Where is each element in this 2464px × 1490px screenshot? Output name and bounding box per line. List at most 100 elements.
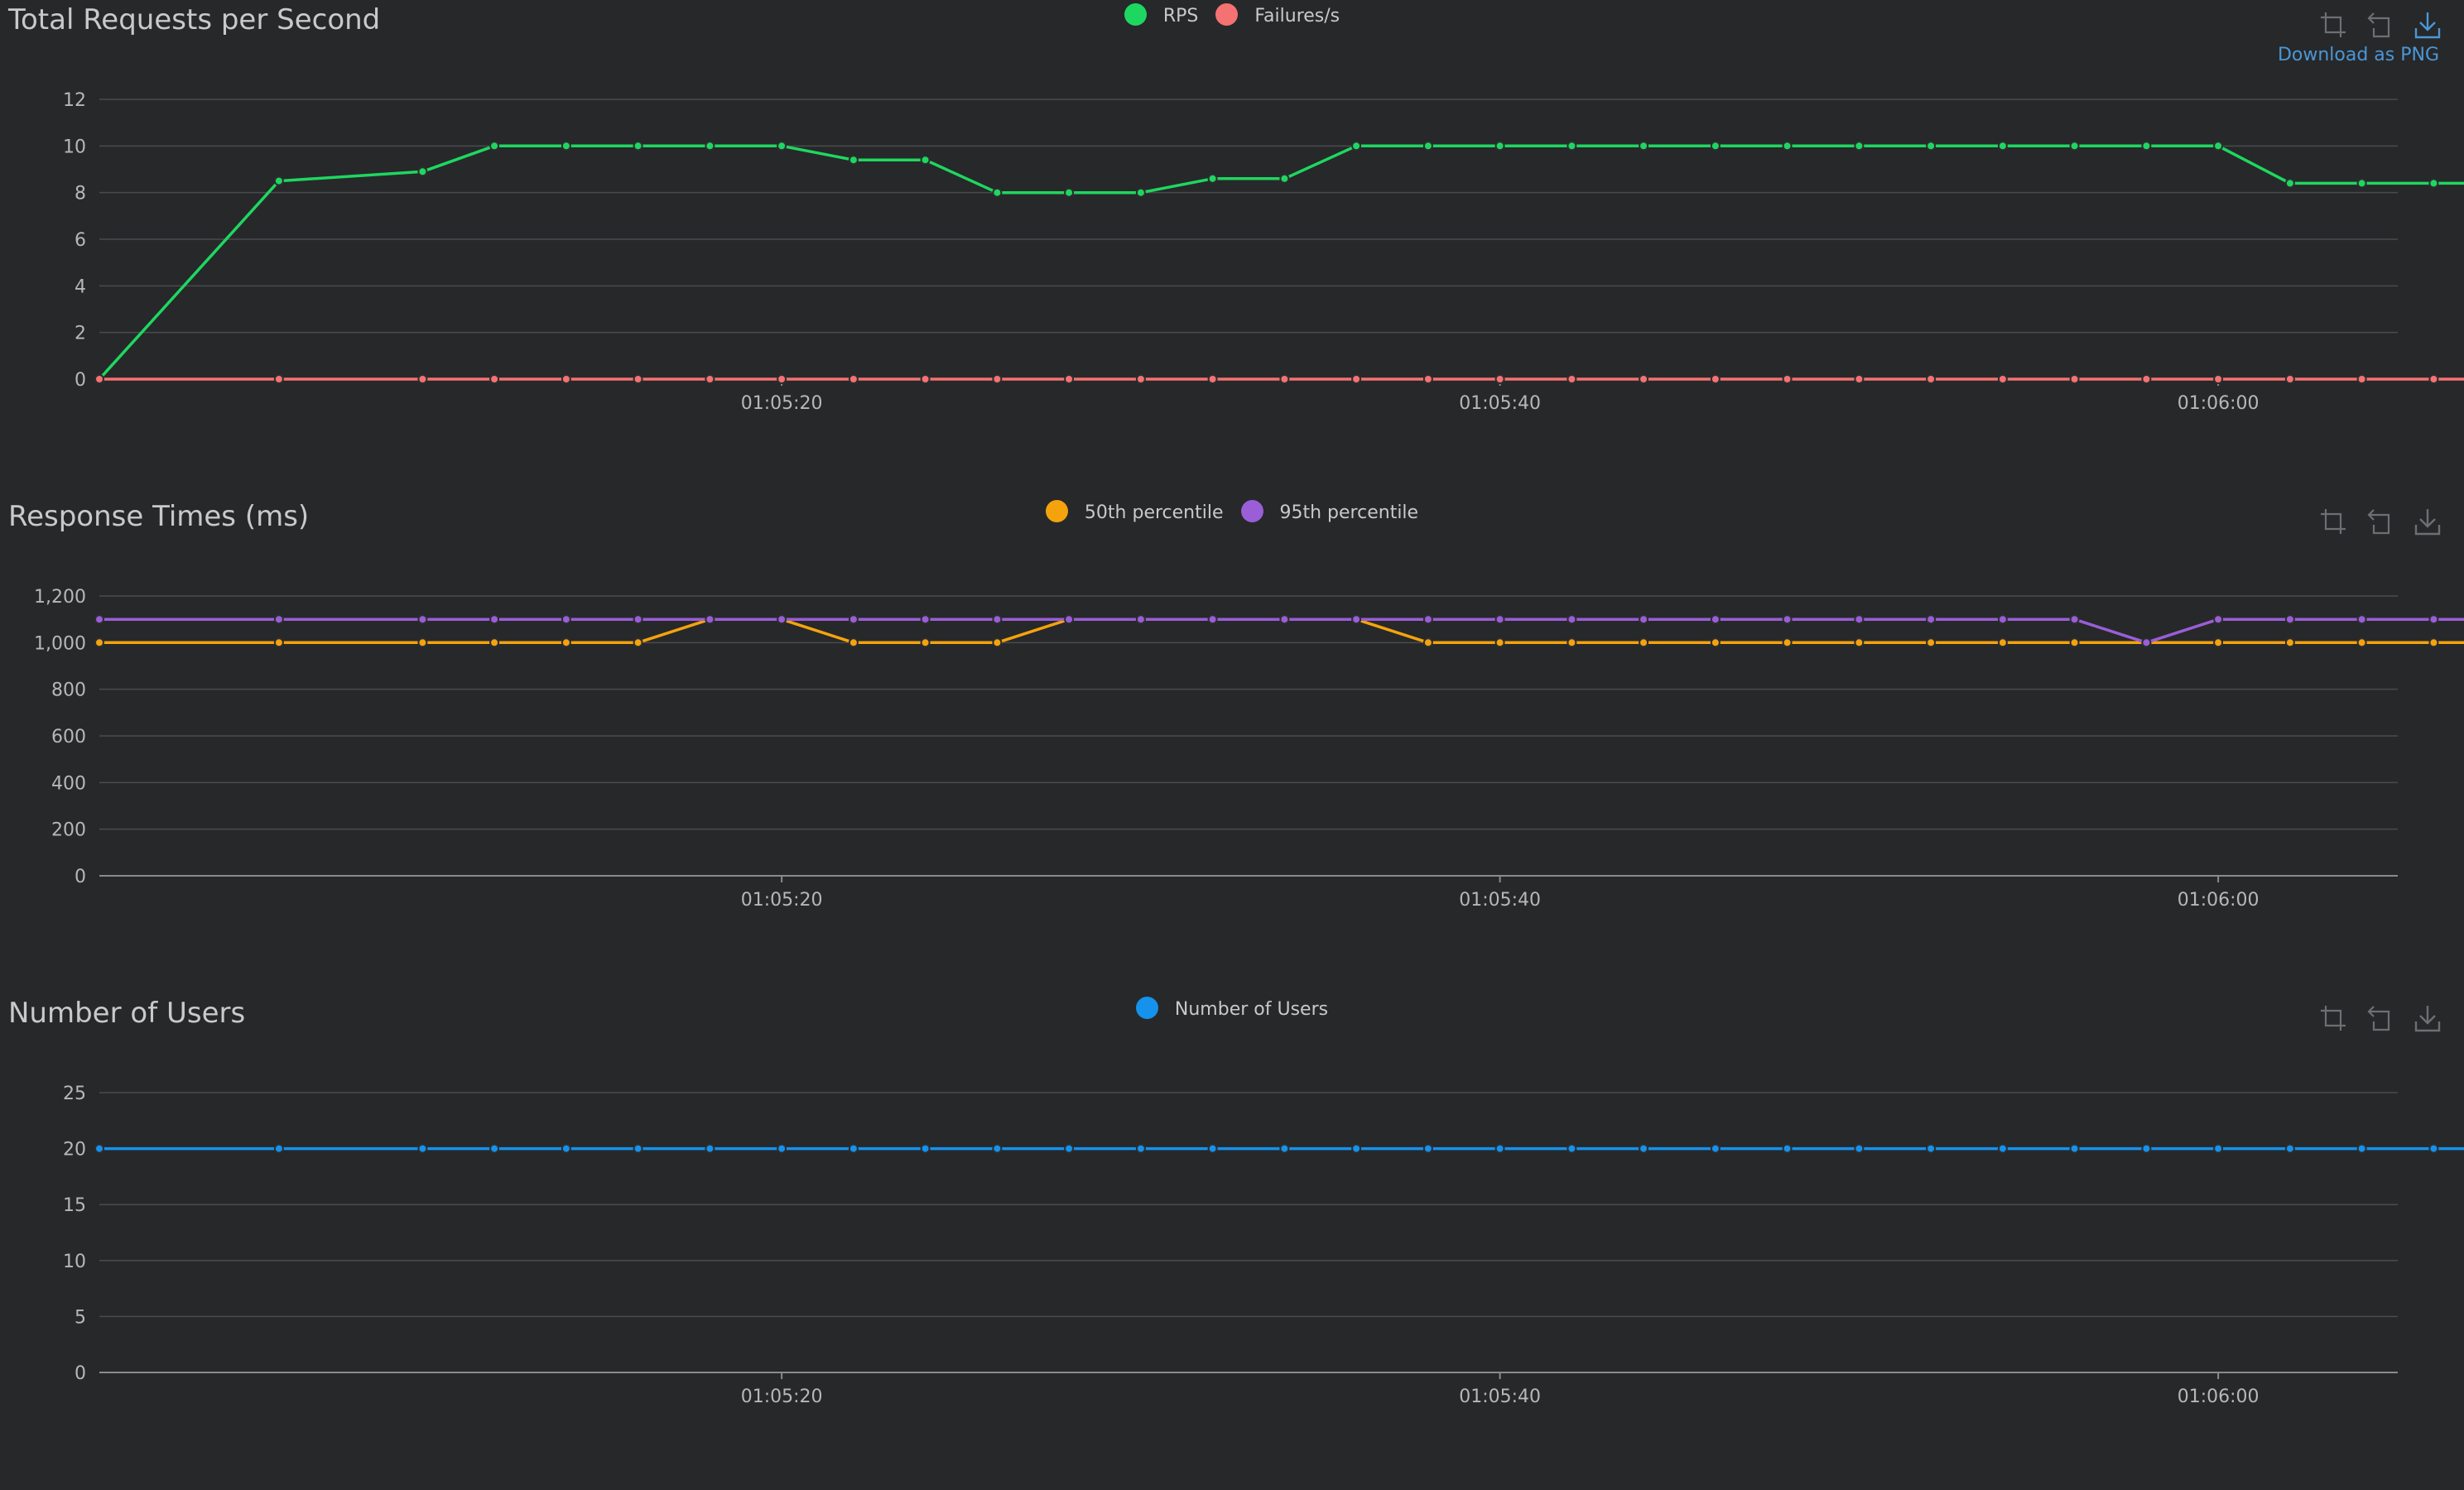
data-point [1926, 614, 1937, 625]
data-point [1064, 614, 1075, 625]
data-point [920, 155, 931, 166]
data-point [1135, 374, 1146, 384]
data-point [1422, 637, 1433, 648]
data-point [417, 374, 428, 384]
data-point [848, 374, 859, 384]
y-tick-label: 10 [63, 137, 86, 157]
data-point [848, 155, 859, 166]
zoom-icon[interactable] [2318, 1003, 2348, 1033]
data-point [777, 374, 787, 384]
data-point [992, 614, 1003, 625]
legend-item-p50[interactable]: 50th percentile [1045, 500, 1224, 523]
data-point [920, 614, 931, 625]
zoom-reset-icon[interactable] [2365, 507, 2395, 536]
download-icon[interactable] [2413, 507, 2442, 536]
data-point [1710, 141, 1720, 151]
data-point [273, 637, 284, 648]
y-tick-label: 12 [63, 90, 86, 111]
legend-item-users[interactable]: Number of Users [1135, 997, 1328, 1020]
data-point [94, 637, 104, 648]
legend-item-failures[interactable]: Failures/s [1215, 3, 1340, 26]
y-tick-label: 1,200 [34, 587, 86, 608]
y-tick-label: 400 [51, 773, 86, 794]
data-point [2428, 637, 2439, 648]
zoom-icon[interactable] [2318, 507, 2348, 536]
data-point [1279, 374, 1290, 384]
data-point [1997, 141, 2008, 151]
data-point [94, 374, 104, 384]
data-point [633, 637, 643, 648]
zoom-reset-icon[interactable] [2365, 1003, 2395, 1033]
data-point [1422, 141, 1433, 151]
y-tick-label: 20 [63, 1140, 86, 1161]
legend-item-rps[interactable]: RPS [1124, 3, 1199, 26]
chart-toolbox [2305, 507, 2442, 536]
data-point [1279, 614, 1290, 625]
data-point [561, 141, 571, 151]
data-point [1494, 374, 1505, 384]
data-point [1207, 374, 1218, 384]
legend-label: RPS [1162, 5, 1199, 26]
data-point [2428, 1143, 2439, 1154]
data-point [2356, 637, 2367, 648]
legend-swatch [1215, 3, 1239, 26]
y-tick-label: 0 [75, 1363, 86, 1384]
data-point [1351, 614, 1362, 625]
data-point [1782, 141, 1793, 151]
data-point [1926, 374, 1937, 384]
data-point [2069, 637, 2080, 648]
data-point [2141, 637, 2152, 648]
data-point [1566, 637, 1577, 648]
data-point [94, 614, 104, 625]
download-icon[interactable] [2413, 1003, 2442, 1033]
data-point [992, 637, 1003, 648]
data-point [1279, 1143, 1290, 1154]
y-tick-label: 10 [63, 1252, 86, 1272]
data-point [2284, 614, 2295, 625]
data-point [633, 614, 643, 625]
series-line [98, 144, 2464, 381]
legend-label: 50th percentile [1084, 502, 1224, 523]
response-times-chart[interactable]: 0 200 400 600 800 1,000 1,200 01:05:20 01:05:40 0… [0, 497, 2464, 993]
data-point [1782, 614, 1793, 625]
x-tick-label: 01:05:20 [741, 393, 823, 414]
data-point [1422, 1143, 1433, 1154]
data-point [777, 614, 787, 625]
data-point [489, 1143, 500, 1154]
y-tick-label: 800 [51, 680, 86, 701]
data-point [1351, 374, 1362, 384]
data-point [2356, 614, 2367, 625]
data-point [94, 1143, 104, 1154]
data-point [1566, 141, 1577, 151]
y-tick-label: 0 [75, 867, 86, 887]
data-point [1566, 374, 1577, 384]
users-chart[interactable]: 051015202501:05:2001:05:4001:06:0001:06:… [0, 993, 2464, 1490]
data-point [2069, 141, 2080, 151]
data-point [1207, 173, 1218, 184]
legend-label: 95th percentile [1279, 502, 1419, 523]
data-point [417, 1143, 428, 1154]
data-point [992, 1143, 1003, 1154]
data-point [1639, 374, 1649, 384]
zoom-reset-icon[interactable] [2365, 10, 2395, 40]
y-tick-label: 25 [63, 1084, 86, 1104]
data-point [1422, 614, 1433, 625]
download-icon[interactable] [2413, 10, 2442, 40]
data-point [1351, 141, 1362, 151]
data-point [1207, 614, 1218, 625]
data-point [2069, 1143, 2080, 1154]
zoom-icon[interactable] [2318, 10, 2348, 40]
download-tooltip: Download as PNG [2277, 45, 2439, 65]
legend-swatch [1135, 997, 1158, 1019]
data-point [2356, 178, 2367, 189]
x-tick-label: 01:06:00 [2178, 1387, 2259, 1407]
y-tick-label: 200 [51, 820, 86, 841]
data-point [705, 374, 715, 384]
chart-title: Total Requests per Second [8, 3, 381, 36]
rps-chart[interactable]: 02468101201:05:2001:05:4001:06:0001:06:2… [0, 0, 2464, 497]
x-tick-label: 01:05:40 [1459, 890, 1541, 911]
response-times-chart-panel: 0 200 400 600 800 1,000 1,200 01:05:20 01:05:40 0… [0, 497, 2464, 993]
data-point [1782, 374, 1793, 384]
y-tick-label: 2 [75, 324, 86, 344]
legend-item-p95[interactable]: 95th percentile [1240, 500, 1419, 523]
